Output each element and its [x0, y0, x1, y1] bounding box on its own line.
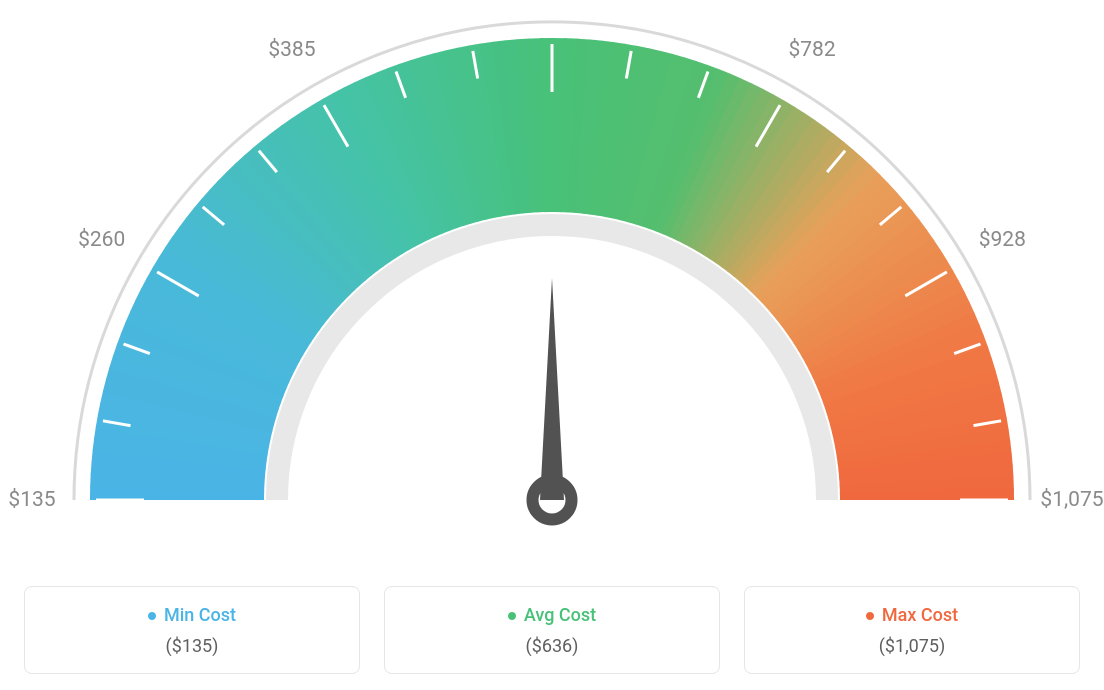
legend-label-text: Min Cost	[164, 605, 236, 626]
legend-card-max: Max Cost ($1,075)	[744, 586, 1080, 675]
gauge-scale-label: $928	[979, 228, 1026, 252]
gauge-scale-label: $385	[268, 38, 315, 62]
legend-value-min: ($135)	[35, 636, 349, 657]
legend-label-avg: Avg Cost	[508, 605, 596, 626]
gauge: $135$260$385$636$782$928$1,075	[0, 0, 1104, 560]
legend-label-text: Avg Cost	[524, 605, 596, 626]
legend-label-text: Max Cost	[882, 605, 958, 626]
dot-icon	[866, 612, 874, 620]
gauge-scale-label: $135	[8, 488, 55, 512]
legend-label-min: Min Cost	[148, 605, 236, 626]
legend-card-avg: Avg Cost ($636)	[384, 586, 720, 675]
gauge-svg	[0, 0, 1104, 560]
chart-container: $135$260$385$636$782$928$1,075 Min Cost …	[0, 0, 1104, 690]
gauge-scale-label: $782	[788, 38, 835, 62]
legend-label-max: Max Cost	[866, 605, 958, 626]
gauge-scale-label: $260	[78, 228, 125, 252]
dot-icon	[148, 612, 156, 620]
legend-value-avg: ($636)	[395, 636, 709, 657]
legend-card-min: Min Cost ($135)	[24, 586, 360, 675]
legend-row: Min Cost ($135) Avg Cost ($636) Max Cost…	[0, 586, 1104, 675]
legend-value-max: ($1,075)	[755, 636, 1069, 657]
dot-icon	[508, 612, 516, 620]
gauge-scale-label: $1,075	[1040, 488, 1103, 512]
